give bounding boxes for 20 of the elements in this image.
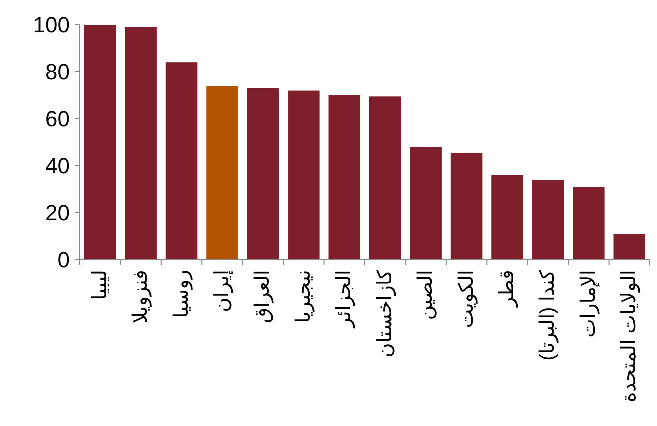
x-tick-label: إيران [212, 270, 234, 312]
x-tick-label: ليبيا [89, 270, 112, 300]
x-tick-label: الولايات المتحدة [618, 270, 641, 403]
x-tick-label: الإمارات [578, 270, 600, 338]
x-tick-label: قطر [496, 270, 518, 308]
x-tick-label: الصين [415, 270, 438, 320]
y-tick-label: 60 [46, 106, 70, 132]
y-tick-label: 80 [46, 60, 70, 84]
x-tick-label: كازاخستان [374, 270, 396, 358]
x-tick-label: الكويت [456, 270, 478, 328]
x-tick-label: روسيا [170, 270, 193, 318]
y-tick-label: 0 [58, 248, 70, 272]
x-tick-label: كندا (البرتا) [537, 270, 560, 361]
y-tick-label: 40 [46, 154, 70, 178]
y-tick-label: 100 [33, 12, 70, 38]
y-tick-label: 20 [46, 200, 70, 226]
x-tick-label: العراق [252, 270, 274, 324]
x-tick-label: نيجيريا [292, 270, 315, 324]
x-tick-label: الجزائر [334, 270, 356, 329]
x-tick-label: فنزويلا [130, 270, 152, 324]
